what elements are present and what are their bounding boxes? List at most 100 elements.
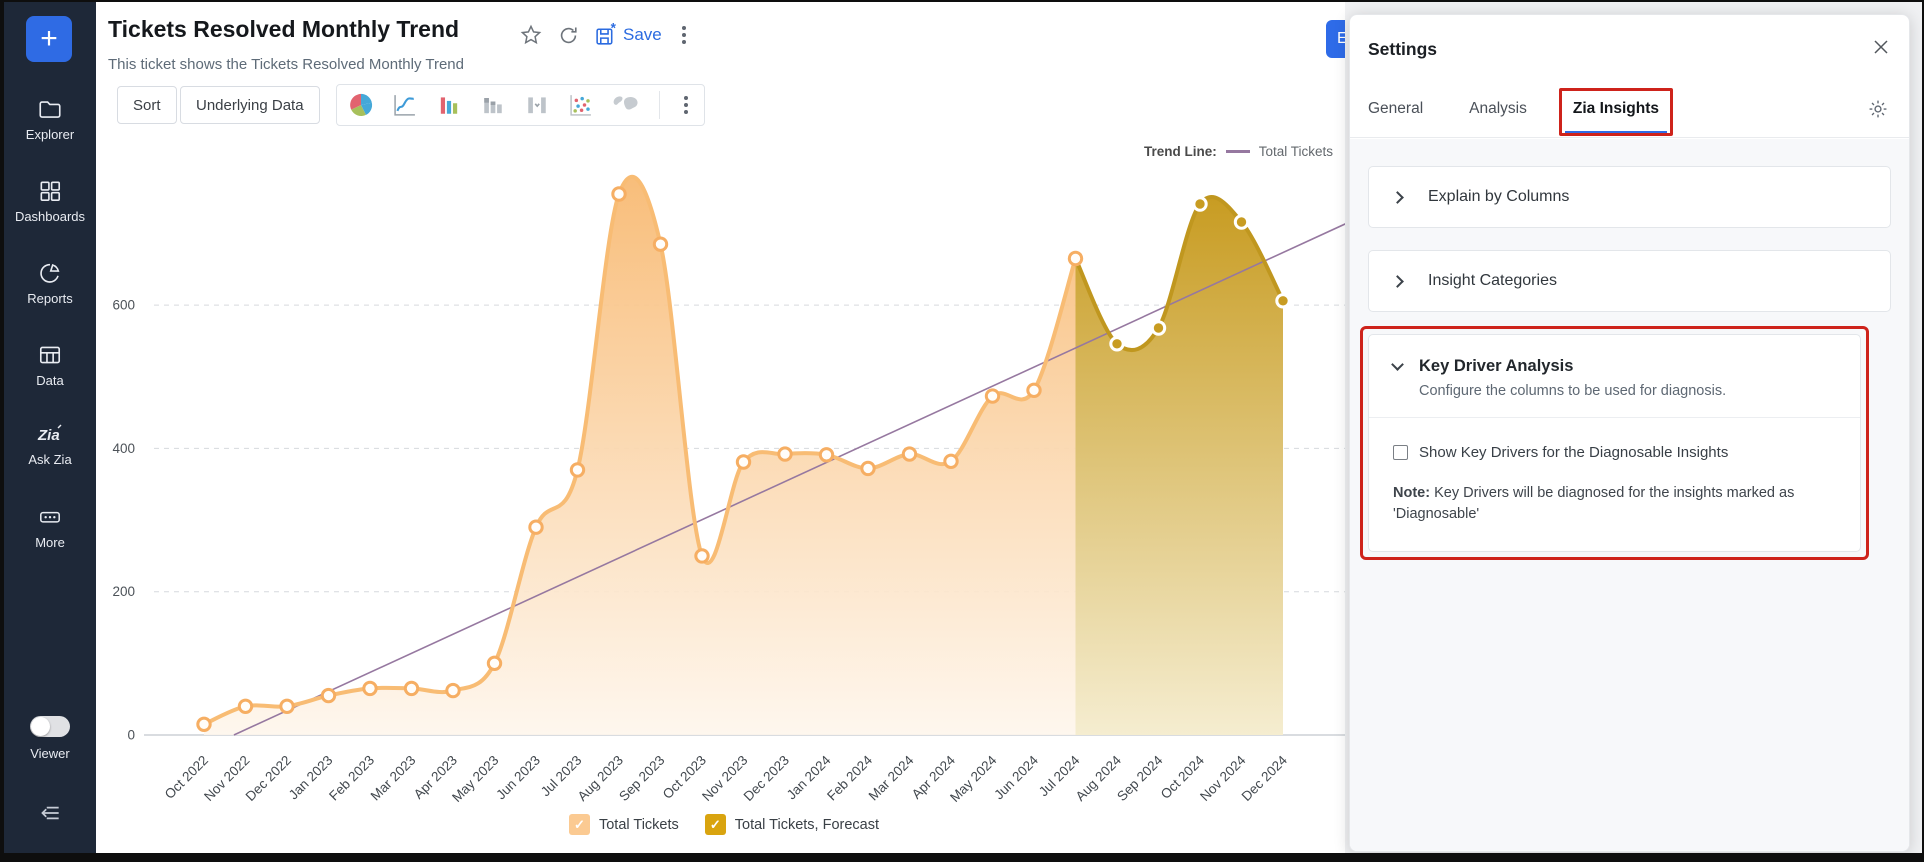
trend-chart: Trend Line: Total Tickets 0 200 400 600 Oct … [99, 142, 1350, 853]
title-more-options-icon[interactable] [676, 22, 692, 48]
compare-bar-icon[interactable] [523, 91, 551, 119]
section-label: Explain by Columns [1428, 188, 1570, 205]
stacked-bar-icon[interactable] [479, 91, 507, 119]
data-point[interactable] [735, 454, 752, 470]
toolbar-separator [659, 91, 660, 119]
note-bold: Note: [1393, 485, 1431, 501]
sidebar-item-ask-zia[interactable]: Zia Ask Zia [4, 423, 96, 467]
collapse-sidebar-icon[interactable] [37, 800, 63, 831]
active-tab-underline [1564, 131, 1667, 134]
underlying-data-button[interactable]: Underlying Data [180, 86, 320, 124]
data-point[interactable] [652, 236, 669, 252]
toggle-knob [31, 717, 50, 736]
settings-tabs: General Analysis Zia Insights [1350, 81, 1909, 138]
sidebar-item-label: Reports [27, 291, 73, 306]
data-point[interactable] [1067, 250, 1084, 267]
data-point[interactable] [445, 682, 461, 699]
chart-type-toolbar [336, 84, 705, 126]
sidebar-item-dashboards[interactable]: Dashboards [4, 178, 96, 224]
line-chart-icon[interactable] [391, 91, 419, 119]
data-point[interactable] [1233, 214, 1250, 230]
data-point[interactable] [943, 453, 959, 469]
refresh-icon[interactable] [557, 24, 580, 47]
data-point[interactable] [777, 446, 793, 462]
viewer-toggle[interactable] [30, 716, 70, 737]
pie-chart-icon[interactable] [347, 91, 375, 119]
toolbar-more-options-icon[interactable] [678, 92, 694, 118]
sidebar-item-explorer[interactable]: Explorer [4, 96, 96, 142]
show-key-drivers-checkbox[interactable] [1393, 445, 1408, 460]
legend-checkbox[interactable]: ✓ [704, 814, 726, 835]
data-point[interactable] [279, 698, 295, 714]
key-driver-header[interactable]: Key Driver Analysis [1391, 357, 1836, 376]
tab-zia-insights[interactable]: Zia Insights [1558, 88, 1673, 136]
section-label: Insight Categories [1428, 272, 1557, 289]
data-point[interactable] [694, 548, 710, 564]
chevron-right-icon [1391, 274, 1404, 288]
chevron-right-icon [1391, 190, 1404, 204]
sidebar-item-reports[interactable]: Reports [4, 260, 96, 306]
data-point[interactable] [611, 186, 627, 202]
section-insight-categories[interactable]: Insight Categories [1368, 250, 1891, 312]
save-button[interactable]: * Save [594, 23, 662, 48]
data-point[interactable] [403, 680, 420, 697]
data-point[interactable] [320, 687, 337, 704]
data-point[interactable] [528, 519, 544, 535]
sidebar-item-label: Dashboards [14, 209, 86, 224]
data-point[interactable] [1150, 320, 1167, 336]
x-tick-label: Sep 2024 [1114, 752, 1166, 804]
legend-item: ✓ Total Tickets [568, 814, 679, 835]
y-tick-label: 600 [112, 298, 135, 313]
data-point[interactable] [1109, 336, 1125, 352]
data-point[interactable] [1275, 293, 1291, 309]
data-point[interactable] [237, 698, 254, 714]
y-tick-label: 200 [112, 584, 135, 599]
close-icon[interactable] [1871, 37, 1891, 62]
svg-text:Zia: Zia [37, 427, 60, 444]
data-point[interactable] [818, 447, 835, 463]
red-highlight-box-tab [1558, 88, 1673, 136]
ask-zia-icon: Zia [37, 424, 62, 444]
viewer-toggle-label: Viewer [30, 746, 70, 761]
forecast-area [1075, 197, 1283, 736]
tab-general[interactable]: General [1368, 100, 1424, 117]
data-point[interactable] [196, 716, 212, 732]
data-point[interactable] [1026, 382, 1042, 399]
sort-button[interactable]: Sort [117, 86, 177, 124]
data-point[interactable] [860, 460, 876, 477]
sidebar-item-data[interactable]: Data [4, 342, 96, 388]
gear-icon[interactable] [1867, 98, 1889, 125]
tab-zia-insights-label: Zia Insights [1572, 100, 1659, 117]
show-key-drivers-label: Show Key Drivers for the Diagnosable Ins… [1419, 444, 1729, 461]
data-point[interactable] [1192, 196, 1208, 212]
tab-analysis[interactable]: Analysis [1469, 100, 1527, 117]
data-table-icon [39, 346, 61, 364]
data-point[interactable] [362, 680, 378, 697]
trend-line-legend: Trend Line: Total Tickets [1144, 144, 1333, 159]
map-chart-icon[interactable] [611, 92, 641, 118]
section-explain-by-columns[interactable]: Explain by Columns [1368, 166, 1891, 228]
sidebar-item-more[interactable]: More [4, 504, 96, 550]
x-tick-label: Dec 2024 [1239, 752, 1291, 804]
data-point[interactable] [486, 655, 503, 671]
x-tick-label: Sep 2023 [616, 753, 667, 804]
chart-legend: ✓ Total Tickets ✓ Total Tickets, Forecast [99, 814, 1349, 835]
sidebar-item-label: Ask Zia [28, 452, 72, 467]
trend-line-legend-title: Trend Line: [1143, 144, 1217, 159]
data-point[interactable] [569, 462, 586, 478]
folder-icon [39, 101, 61, 118]
sidebar-item-label: Explorer [25, 127, 75, 142]
scatter-plot-icon[interactable] [567, 91, 595, 119]
legend-checkbox[interactable]: ✓ [568, 814, 590, 835]
create-new-button[interactable]: + [26, 16, 72, 62]
trend-line-series-name: Total Tickets [1258, 144, 1333, 159]
data-point[interactable] [984, 388, 1001, 404]
star-favorite-icon[interactable] [519, 23, 543, 47]
forecast-line [1073, 195, 1285, 353]
data-point[interactable] [901, 446, 918, 462]
bar-chart-icon[interactable] [435, 91, 463, 119]
sidebar-item-label: Data [36, 373, 64, 388]
legend-item: ✓ Total Tickets, Forecast [704, 814, 879, 835]
section-key-driver-analysis: Key Driver Analysis Configure the column… [1368, 334, 1861, 553]
